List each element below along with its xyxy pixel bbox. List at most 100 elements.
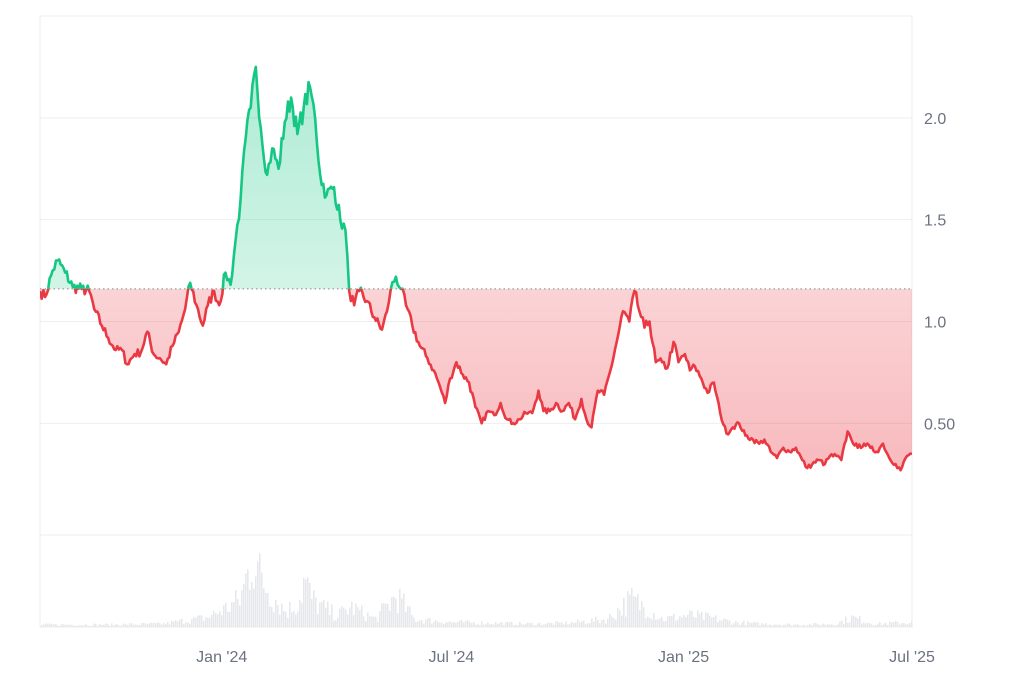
volume-bar (235, 590, 237, 627)
volume-bar (163, 623, 165, 627)
volume-bar (673, 613, 675, 627)
volume-bar (879, 621, 881, 627)
volume-bar (533, 625, 535, 627)
volume-bar (843, 624, 845, 627)
volume-bar (423, 623, 425, 627)
volume-bar (63, 624, 65, 627)
volume-bar (483, 624, 485, 627)
volume-bar (489, 624, 491, 627)
volume-bar (497, 624, 499, 627)
volume-bar (801, 625, 803, 627)
volume-bar (607, 618, 609, 627)
volume-bar (727, 619, 729, 627)
volume-bar (619, 610, 621, 627)
volume-bar (627, 591, 629, 627)
volume-bar (545, 623, 547, 627)
volume-bar (575, 622, 577, 627)
volume-bar (343, 607, 345, 627)
volume-bar (541, 625, 543, 627)
volume-bar (375, 616, 377, 627)
volume-bar (323, 600, 325, 627)
volume-bar (803, 624, 805, 627)
volume-bar (345, 609, 347, 627)
volume-bar (461, 620, 463, 627)
volume-bar (689, 610, 691, 627)
volume-bar (731, 624, 733, 627)
volume-bar (169, 624, 171, 627)
volume-bar (333, 620, 335, 627)
volume-bar (865, 623, 867, 627)
volume-bar (909, 622, 911, 627)
volume-bar (691, 611, 693, 627)
volume-bar (583, 620, 585, 627)
volume-bar (419, 620, 421, 627)
volume-bar (431, 623, 433, 627)
volume-bar (43, 624, 45, 627)
volume-bar (379, 611, 381, 627)
volume-bar (553, 624, 555, 627)
volume-bar (857, 618, 859, 627)
volume-bar (759, 625, 761, 627)
volume-bar (127, 625, 129, 627)
volume-bar (189, 623, 191, 627)
volume-bar (411, 614, 413, 627)
volume-bar (897, 622, 899, 627)
volume-bar (593, 621, 595, 627)
volume-bar (143, 622, 145, 627)
volume-bar (567, 624, 569, 627)
volume-bar (289, 601, 291, 627)
volume-bar (671, 616, 673, 627)
volume-bar (359, 610, 361, 627)
volume-bar (845, 616, 847, 627)
volume-bar (491, 624, 493, 627)
volume-bar (99, 623, 101, 627)
volume-bar (261, 572, 263, 627)
volume-bar (87, 625, 89, 627)
volume-bar (655, 619, 657, 627)
volume-bar (669, 615, 671, 627)
volume-bar (705, 612, 707, 627)
volume-bar (773, 624, 775, 627)
volume-bar (721, 620, 723, 627)
volume-bar (837, 624, 839, 627)
volume-bar (811, 625, 813, 627)
volume-bar (899, 624, 901, 627)
volume-bar (255, 576, 257, 627)
volume-bar (101, 625, 103, 627)
volume-bar (413, 617, 415, 627)
volume-bar (875, 625, 877, 627)
volume-bar (861, 623, 863, 627)
volume-bar (203, 621, 205, 627)
volume-bar (97, 625, 99, 627)
volume-bar (265, 592, 267, 627)
volume-bar (93, 623, 95, 627)
volume-bar (571, 621, 573, 627)
volume-bar (167, 621, 169, 627)
volume-bar (445, 622, 447, 627)
volume-bar (911, 620, 913, 627)
volume-bar (317, 613, 319, 627)
volume-bar (331, 604, 333, 627)
volume-bar (141, 622, 143, 627)
x-tick-label: Jul '24 (429, 649, 475, 666)
volume-bar (623, 597, 625, 627)
volume-bar (389, 610, 391, 627)
volume-bar (717, 622, 719, 627)
price-line-below (40, 288, 912, 472)
volume-bar (71, 624, 73, 627)
volume-bar (315, 597, 317, 627)
volume-bar (349, 607, 351, 627)
volume-bar (835, 625, 837, 627)
volume-bar (179, 619, 181, 627)
area-below-baseline (40, 288, 912, 471)
volume-bar (237, 599, 239, 627)
volume-bar (351, 601, 353, 627)
volume-bar (267, 593, 269, 627)
volume-bar (729, 620, 731, 627)
volume-bar (793, 624, 795, 627)
volume-bar (685, 617, 687, 627)
volume-bar (245, 573, 247, 627)
volume-bar (733, 623, 735, 627)
volume-bar (285, 612, 287, 627)
volume-bar (665, 621, 667, 627)
